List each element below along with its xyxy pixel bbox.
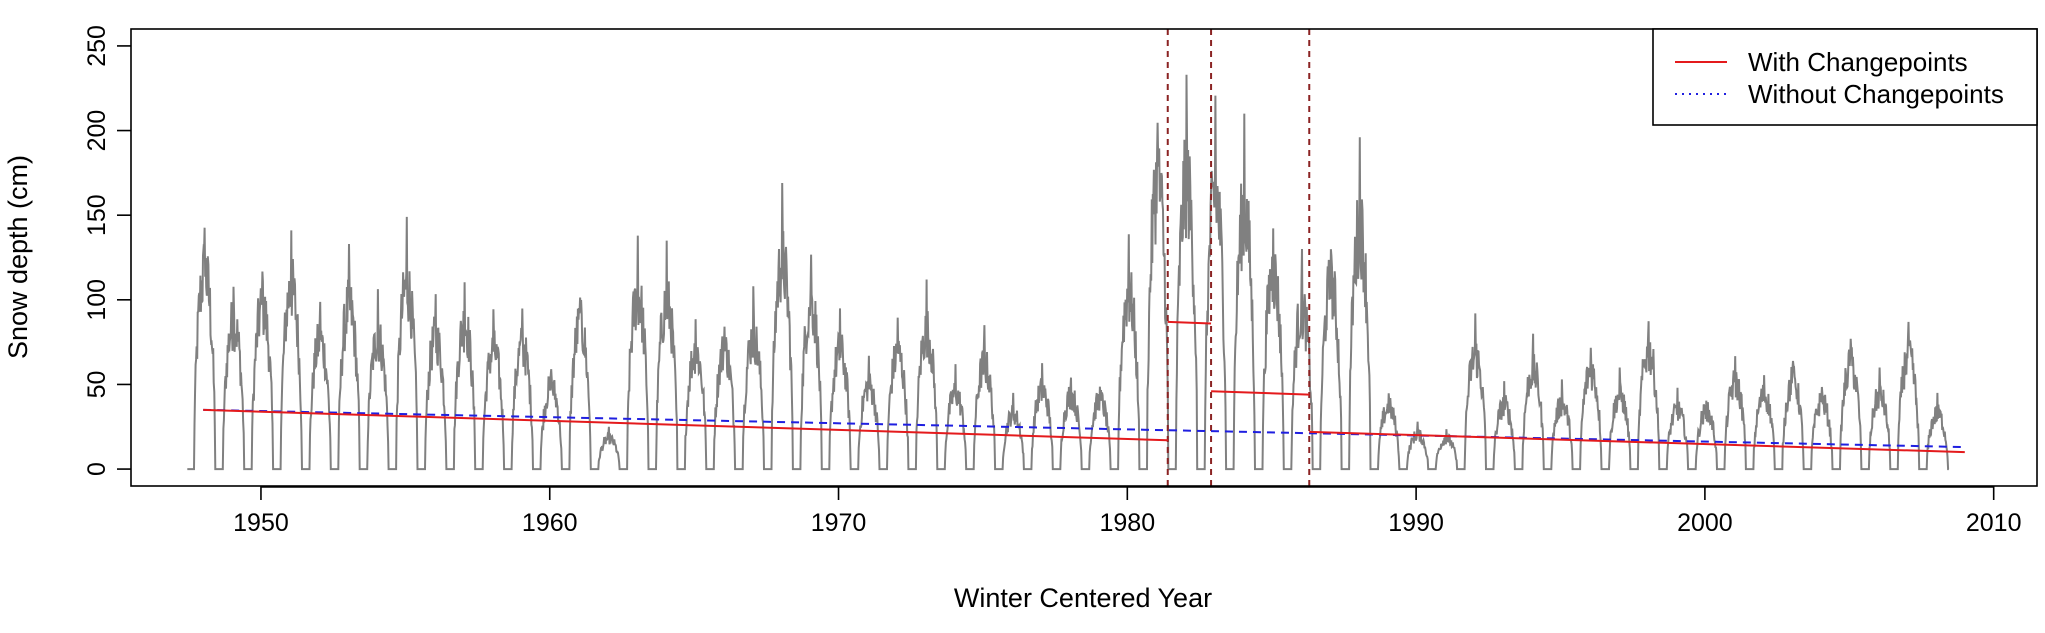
- snow-depth-series: [187, 74, 1950, 471]
- legend-box: [1652, 28, 2038, 126]
- y-tick-label: 200: [83, 110, 111, 152]
- x-tick-label: 1950: [233, 509, 289, 537]
- y-axis-title: Snow depth (cm): [3, 155, 33, 359]
- fit-segment-with-changepoints: [1211, 390, 1310, 396]
- y-axis: 0 50 100 150 200 250: [83, 25, 131, 476]
- legend: With Changepoints Without Changepoints: [1652, 28, 2038, 126]
- fit-segment-with-changepoints: [203, 408, 1168, 442]
- plot-frame: [130, 28, 2038, 487]
- x-tick-label: 1990: [1388, 509, 1444, 537]
- x-tick-label: 1970: [811, 509, 867, 537]
- y-tick-label: 50: [83, 371, 111, 399]
- fit-segment-with-changepoints: [1167, 320, 1212, 325]
- x-tick-label: 1960: [522, 509, 578, 537]
- y-tick-label: 100: [83, 279, 111, 321]
- x-axis: 1950 1960 1970 1980 1990 2000 2010: [233, 486, 2021, 537]
- fit-with-changepoints: [203, 320, 1965, 454]
- fit-segment-with-changepoints: [1309, 430, 1965, 454]
- snow-depth-line: [187, 74, 1950, 471]
- y-tick-label: 0: [83, 462, 111, 476]
- y-tick-label: 250: [83, 25, 111, 67]
- x-tick-label: 1980: [1100, 509, 1156, 537]
- x-tick-label: 2010: [1966, 509, 2022, 537]
- y-tick-label: 150: [83, 194, 111, 236]
- legend-label-without-changepoints: Without Changepoints: [1748, 79, 2004, 109]
- x-axis-title: Winter Centered Year: [954, 583, 1212, 613]
- legend-label-with-changepoints: With Changepoints: [1748, 47, 1968, 77]
- x-tick-label: 2000: [1677, 509, 1733, 537]
